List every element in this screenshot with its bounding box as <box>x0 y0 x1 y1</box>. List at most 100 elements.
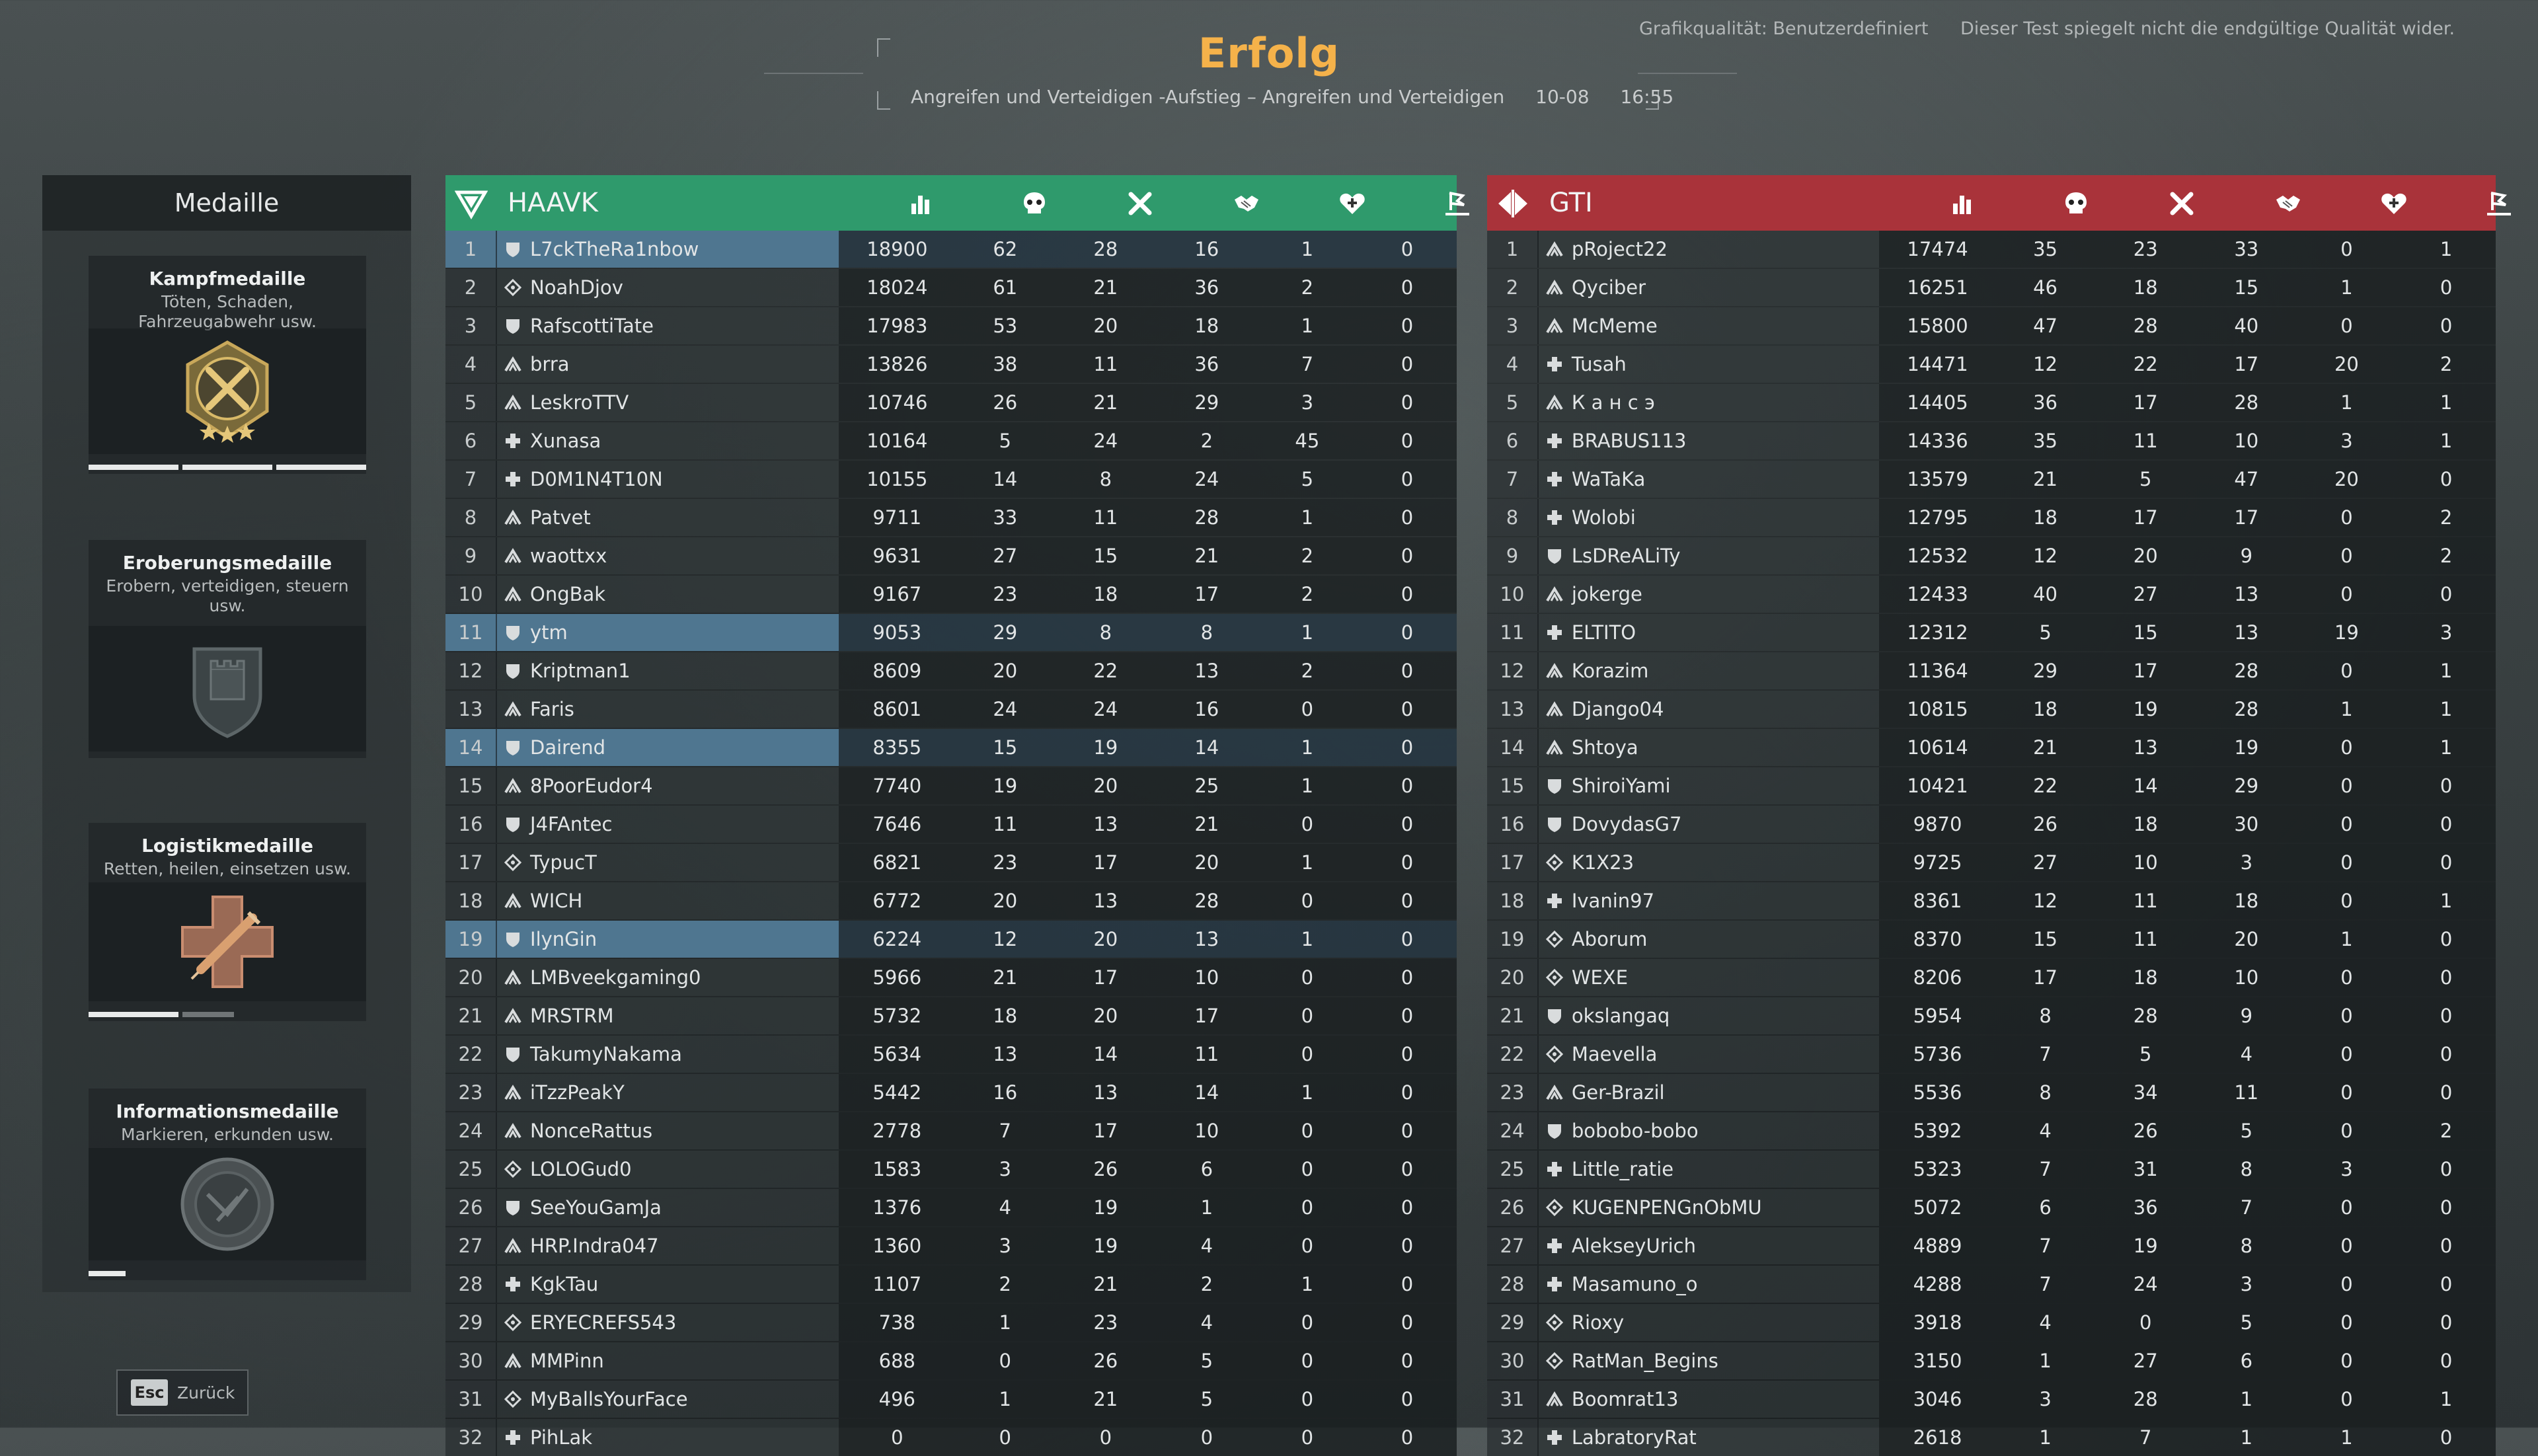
player-row[interactable]: 19 IlynGin 6224 12 20 13 1 0 <box>445 919 1457 958</box>
player-row[interactable]: 12 Kriptman1 8609 20 22 13 2 0 <box>445 651 1457 689</box>
player-row[interactable]: 30 MMPinn 688 0 26 5 0 0 <box>445 1341 1457 1379</box>
player-deaths: 18 <box>2095 269 2196 306</box>
player-row[interactable]: 25 Little_ratie 5323 7 31 8 3 0 <box>1487 1149 2496 1188</box>
player-row[interactable]: 29 Rioxy 3918 4 0 5 0 0 <box>1487 1303 2496 1341</box>
player-row[interactable]: 32 PihLak 0 0 0 0 0 0 <box>445 1418 1457 1456</box>
player-row[interactable]: 4 brra 13826 38 11 36 7 0 <box>445 344 1457 383</box>
player-row[interactable]: 3 McMeme 15800 47 28 40 0 0 <box>1487 306 2496 344</box>
player-row[interactable]: 14 Dairend 8355 15 19 14 1 0 <box>445 728 1457 766</box>
player-row[interactable]: 7 D0M1N4T10N 10155 14 8 24 5 0 <box>445 459 1457 498</box>
player-captures: 0 <box>2397 1189 2496 1226</box>
player-revives: 0 <box>2296 1266 2397 1303</box>
medal-card-information[interactable]: Informationsmedaille Markieren, erkunden… <box>89 1089 366 1280</box>
player-rank: 7 <box>445 461 496 498</box>
player-row[interactable]: 31 Boomrat13 3046 3 28 1 0 1 <box>1487 1379 2496 1418</box>
player-row[interactable]: 18 Ivanin97 8361 12 11 18 0 1 <box>1487 881 2496 919</box>
player-row[interactable]: 6 BRABUS113 14336 35 11 10 3 1 <box>1487 421 2496 459</box>
player-row[interactable]: 10 OngBak 9167 23 18 17 2 0 <box>445 574 1457 613</box>
player-row[interactable]: 16 DovydasG7 9870 26 18 30 0 0 <box>1487 804 2496 843</box>
player-row[interactable]: 19 Aborum 8370 15 11 20 1 0 <box>1487 919 2496 958</box>
header-bracket-left-top <box>877 38 890 57</box>
player-row[interactable]: 3 RafscottiTate 17983 53 20 18 1 0 <box>445 306 1457 344</box>
skull-icon <box>1020 189 1049 218</box>
player-row[interactable]: 1 pRoject22 17474 35 23 33 0 1 <box>1487 231 2496 268</box>
player-row[interactable]: 6 Xunasa 10164 5 24 2 45 0 <box>445 421 1457 459</box>
player-name: waottxx <box>530 545 607 567</box>
player-row[interactable]: 32 LabratoryRat 2618 1 7 1 1 0 <box>1487 1418 2496 1456</box>
player-row[interactable]: 26 KUGENPENGnObMU 5072 6 36 7 0 0 <box>1487 1188 2496 1226</box>
player-deaths: 20 <box>2095 537 2196 574</box>
player-row[interactable]: 11 ELTITO 12312 5 15 13 19 3 <box>1487 613 2496 651</box>
player-row[interactable]: 31 MyBallsYourFace 496 1 21 5 0 0 <box>445 1379 1457 1418</box>
player-row[interactable]: 9 LsDReALiTy 12532 12 20 9 0 2 <box>1487 536 2496 574</box>
player-row[interactable]: 15 8PoorEudor4 7740 19 20 25 1 0 <box>445 766 1457 804</box>
medal-card-conquest[interactable]: Eroberungsmedaille Erobern, verteidigen,… <box>89 540 366 758</box>
player-row[interactable]: 4 Tusah 14471 12 22 17 20 2 <box>1487 344 2496 383</box>
player-name: LOLOGud0 <box>530 1158 632 1180</box>
medic-class-icon <box>504 1428 522 1447</box>
player-cell: Faris <box>496 691 839 728</box>
player-row[interactable]: 24 NonceRattus 2778 7 17 10 0 0 <box>445 1111 1457 1149</box>
score-icon <box>906 189 935 218</box>
player-row[interactable]: 29 ERYECREFS543 738 1 23 4 0 0 <box>445 1303 1457 1341</box>
player-row[interactable]: 16 J4FAntec 7646 11 13 21 0 0 <box>445 804 1457 843</box>
player-row[interactable]: 28 KgkTau 1107 2 21 2 1 0 <box>445 1264 1457 1303</box>
player-row[interactable]: 30 RatMan_Begins 3150 1 27 6 0 0 <box>1487 1341 2496 1379</box>
player-row[interactable]: 17 K1X23 9725 27 10 3 0 0 <box>1487 843 2496 881</box>
player-row[interactable]: 8 Wolobi 12795 18 17 17 0 2 <box>1487 498 2496 536</box>
support-class-icon <box>1545 1007 1564 1025</box>
player-row[interactable]: 25 LOLOGud0 1583 3 26 6 0 0 <box>445 1149 1457 1188</box>
player-row[interactable]: 15 ShiroiYami 10421 22 14 29 0 0 <box>1487 766 2496 804</box>
back-button[interactable]: Esc Zurück <box>116 1369 249 1416</box>
recon-class-icon <box>1545 1313 1564 1332</box>
player-name: D0M1N4T10N <box>530 468 663 490</box>
player-row[interactable]: 8 Patvet 9711 33 11 28 1 0 <box>445 498 1457 536</box>
player-assists: 13 <box>2196 576 2297 613</box>
player-row[interactable]: 23 iTzzPeakY 5442 16 13 14 1 0 <box>445 1073 1457 1111</box>
player-row[interactable]: 9 waottxx 9631 27 15 21 2 0 <box>445 536 1457 574</box>
player-name: Masamuno_o <box>1571 1273 1698 1295</box>
player-row[interactable]: 22 Maevella 5736 7 5 4 0 0 <box>1487 1034 2496 1073</box>
player-rank: 17 <box>445 844 496 881</box>
player-assists: 14 <box>1156 729 1257 766</box>
player-row[interactable]: 2 NoahDjov 18024 61 21 36 2 0 <box>445 268 1457 306</box>
player-score: 13579 <box>1879 461 1996 498</box>
player-row[interactable]: 5 LeskroTTV 10746 26 21 29 3 0 <box>445 383 1457 421</box>
player-row[interactable]: 26 SeeYouGamJa 1376 4 19 1 0 0 <box>445 1188 1457 1226</box>
player-row[interactable]: 18 WICH 6772 20 13 28 0 0 <box>445 881 1457 919</box>
medal-card-combat[interactable]: Kampfmedaille Töten, Schaden, Fahrzeugab… <box>89 256 366 474</box>
player-cell: Dairend <box>496 729 839 766</box>
player-cell: ELTITO <box>1537 614 1880 651</box>
player-row[interactable]: 21 MRSTRM 5732 18 20 17 0 0 <box>445 996 1457 1034</box>
player-cell: Kriptman1 <box>496 652 839 689</box>
player-row[interactable]: 22 TakumyNakama 5634 13 14 11 0 0 <box>445 1034 1457 1073</box>
player-name: AlekseyUrich <box>1571 1235 1697 1257</box>
player-row[interactable]: 10 jokerge 12433 40 27 13 0 0 <box>1487 574 2496 613</box>
player-row[interactable]: 24 bobobo-bobo 5392 4 26 5 0 2 <box>1487 1111 2496 1149</box>
medal-card-logistics[interactable]: Logistikmedaille Retten, heilen, einsetz… <box>89 823 366 1021</box>
player-row[interactable]: 7 WaTaKa 13579 21 5 47 20 0 <box>1487 459 2496 498</box>
player-row[interactable]: 17 TypucT 6821 23 17 20 1 0 <box>445 843 1457 881</box>
player-row[interactable]: 23 Ger-Brazil 5536 8 34 11 0 0 <box>1487 1073 2496 1111</box>
player-row[interactable]: 20 LMBveekgaming0 5966 21 17 10 0 0 <box>445 958 1457 996</box>
player-row[interactable]: 14 Shtoya 10614 21 13 19 0 1 <box>1487 728 2496 766</box>
player-captures: 0 <box>1357 537 1457 574</box>
player-row[interactable]: 11 ytm 9053 29 8 8 1 0 <box>445 613 1457 651</box>
player-row[interactable]: 20 WEXE 8206 17 18 10 0 0 <box>1487 958 2496 996</box>
player-row[interactable]: 2 Qyciber 16251 46 18 15 1 0 <box>1487 268 2496 306</box>
player-row[interactable]: 13 Faris 8601 24 24 16 0 0 <box>445 689 1457 728</box>
player-rank: 23 <box>1487 1074 1537 1111</box>
player-score: 5392 <box>1879 1112 1996 1149</box>
player-revives: 19 <box>2296 614 2397 651</box>
player-row[interactable]: 21 okslangaq 5954 8 28 9 0 0 <box>1487 996 2496 1034</box>
player-row[interactable]: 27 AlekseyUrich 4889 7 19 8 0 0 <box>1487 1226 2496 1264</box>
player-row[interactable]: 12 Korazim 11364 29 17 28 0 1 <box>1487 651 2496 689</box>
player-assists: 14 <box>1156 1074 1257 1111</box>
player-row[interactable]: 1 L7ckTheRa1nbow 18900 62 28 16 1 0 <box>445 231 1457 268</box>
player-row[interactable]: 13 Django04 10815 18 19 28 1 1 <box>1487 689 2496 728</box>
player-row[interactable]: 28 Masamuno_o 4288 7 24 3 0 0 <box>1487 1264 2496 1303</box>
player-row[interactable]: 27 HRP.Indra047 1360 3 19 4 0 0 <box>445 1226 1457 1264</box>
player-rank: 14 <box>445 729 496 766</box>
player-kills: 21 <box>1995 729 2095 766</box>
